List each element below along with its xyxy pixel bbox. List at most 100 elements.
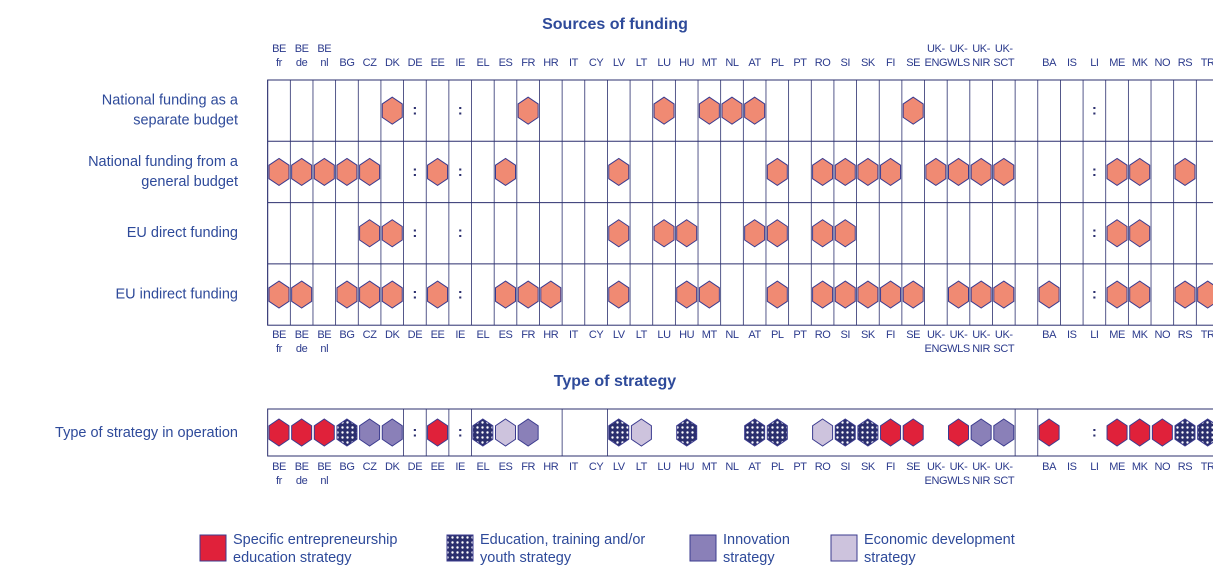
country-label: ES [499, 461, 513, 473]
strategy-marker [993, 418, 1015, 447]
country-label: NL [725, 461, 739, 473]
country-label: LU [657, 329, 671, 341]
country-label: UK- [995, 43, 1013, 55]
country-label: IS [1067, 329, 1077, 341]
country-label: MK [1132, 57, 1149, 69]
country-label: RO [815, 57, 832, 69]
funding-marker [291, 280, 313, 309]
funding-marker [857, 280, 879, 309]
funding-marker [268, 157, 290, 187]
row-label: National funding from a [88, 154, 239, 170]
legend-swatch [199, 534, 227, 562]
country-label: BE [317, 329, 331, 341]
country-label: BA [1042, 329, 1057, 341]
country-label: MT [702, 461, 718, 473]
country-label: CZ [363, 57, 378, 69]
not-available: : [458, 286, 463, 303]
funding-marker [812, 219, 834, 248]
country-label: ENG [925, 343, 948, 355]
funding-marker [744, 96, 766, 125]
funding-marker [948, 157, 969, 187]
country-label: SK [861, 461, 876, 473]
not-available: : [458, 163, 463, 180]
country-label: fr [276, 343, 283, 355]
country-label: FI [886, 329, 895, 341]
funding-marker [1129, 219, 1151, 248]
country-label: BE [317, 43, 331, 55]
country-label: LU [657, 461, 671, 473]
strategy-marker [1174, 418, 1196, 447]
strategy-marker [902, 418, 924, 447]
funding-marker [766, 280, 788, 309]
strategy-marker [359, 418, 381, 447]
country-label: FR [521, 329, 535, 341]
country-label: AT [748, 57, 761, 69]
country-label: DE [408, 57, 423, 69]
country-label: RO [815, 329, 832, 341]
country-label: RO [815, 461, 832, 473]
country-label: HU [679, 57, 695, 69]
legend-label: Innovation [723, 532, 790, 548]
funding-marker [653, 96, 675, 125]
country-label: LI [1090, 57, 1099, 69]
funding-marker [517, 96, 539, 125]
funding-marker [948, 280, 969, 309]
country-label: ES [499, 57, 513, 69]
country-label: CZ [363, 329, 378, 341]
legend-label: education strategy [233, 550, 352, 566]
strategy-marker [834, 418, 856, 447]
funding-marker [1174, 280, 1196, 309]
row-label: EU indirect funding [115, 286, 238, 302]
funding-marker [1129, 157, 1151, 187]
funding-marker [993, 280, 1015, 309]
country-label: NL [725, 57, 739, 69]
country-label: MT [702, 57, 718, 69]
funding-marker [608, 219, 630, 248]
country-label: fr [276, 57, 283, 69]
country-label: FI [886, 461, 895, 473]
country-label: TR [1201, 329, 1213, 341]
funding-marker [359, 219, 381, 248]
country-label: NIR [972, 475, 990, 487]
funding-marker [653, 219, 675, 248]
row-label: EU direct funding [127, 225, 238, 241]
funding-marker [857, 157, 879, 187]
country-label: RS [1178, 461, 1193, 473]
legend-label: strategy [864, 550, 916, 566]
country-label: NIR [972, 57, 990, 69]
country-label: SE [906, 329, 920, 341]
country-label: BG [339, 329, 354, 341]
country-label: ME [1109, 57, 1125, 69]
legend-swatch [830, 534, 858, 562]
funding-marker [902, 96, 924, 125]
funding-marker [925, 157, 947, 187]
country-label: RS [1178, 329, 1193, 341]
country-label: nl [320, 475, 328, 487]
country-label: SCT [993, 57, 1014, 69]
country-label: BE [317, 461, 331, 473]
funding-marker [268, 280, 290, 309]
not-available: : [412, 423, 417, 440]
funding-marker [880, 280, 902, 309]
country-label: LI [1090, 461, 1099, 473]
strategy-marker [857, 418, 879, 447]
country-label: NIR [972, 343, 990, 355]
funding-marker [766, 157, 788, 187]
strategy-marker [472, 418, 494, 447]
country-label: ES [499, 329, 513, 341]
country-label: IT [569, 329, 579, 341]
country-label: BE [272, 329, 286, 341]
funding-marker [608, 157, 630, 187]
country-label: PT [793, 461, 807, 473]
country-label: LV [613, 57, 626, 69]
strategy-marker [1106, 418, 1128, 447]
strategy-marker [268, 418, 290, 447]
country-label: HU [679, 329, 695, 341]
funding-marker [676, 280, 698, 309]
funding-marker [834, 157, 856, 187]
country-label: NL [725, 329, 739, 341]
row-label: general budget [141, 174, 238, 190]
country-label: WLS [947, 343, 970, 355]
country-label: TR [1201, 57, 1213, 69]
strategy-marker [291, 418, 313, 447]
